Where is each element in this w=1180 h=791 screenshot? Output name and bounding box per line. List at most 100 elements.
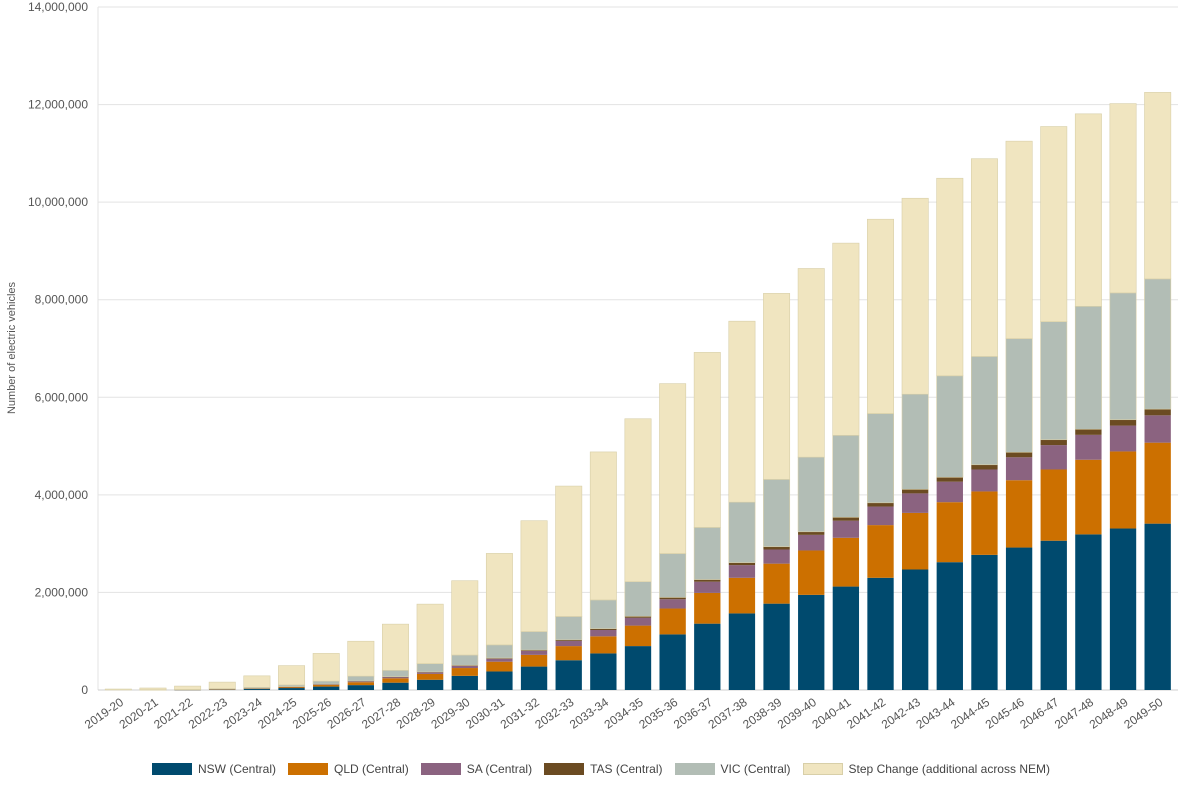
bar-segment bbox=[971, 464, 998, 470]
legend-label: SA (Central) bbox=[466, 762, 533, 776]
bar-segment bbox=[901, 512, 929, 570]
y-tick-label: 14,000,000 bbox=[28, 0, 88, 14]
bar-segment bbox=[1040, 445, 1067, 470]
bar-segment bbox=[901, 489, 929, 494]
bar-segment bbox=[451, 668, 478, 676]
y-axis-tick-labels: 0 2,000,000 4,000,000 6,000,000 8,000,000 10,… bbox=[28, 0, 88, 697]
bar-segment bbox=[659, 634, 686, 690]
bar-segment bbox=[1075, 429, 1102, 435]
bar-segment bbox=[1144, 409, 1171, 416]
bar-segment bbox=[1005, 140, 1033, 339]
bar-segment bbox=[832, 520, 860, 538]
bar-segment bbox=[728, 501, 756, 563]
bar-segment bbox=[832, 435, 860, 518]
bar-segment bbox=[832, 586, 860, 690]
y-axis-label: Number of electric vehicles bbox=[6, 281, 18, 414]
bar-segment bbox=[451, 665, 478, 669]
bar-segment bbox=[763, 549, 790, 564]
bar-segment bbox=[694, 592, 721, 624]
x-axis-tick-labels: 2019-202020-212021-222022-232023-242024-… bbox=[82, 695, 1166, 732]
bar-segment bbox=[624, 418, 652, 582]
bar-segment bbox=[971, 554, 998, 690]
bar-segment bbox=[347, 682, 375, 686]
bar-segment bbox=[797, 268, 825, 458]
bar-segment bbox=[347, 681, 375, 683]
bar-segment bbox=[208, 681, 236, 689]
legend-swatch bbox=[544, 763, 585, 775]
bar-segment bbox=[382, 682, 409, 690]
bar-segment bbox=[347, 685, 375, 690]
bar-segment bbox=[1005, 338, 1033, 453]
bar-segment bbox=[451, 675, 478, 690]
y-tick-label: 12,000,000 bbox=[28, 98, 88, 112]
bar-segment bbox=[278, 687, 305, 689]
bar-segment bbox=[624, 646, 652, 690]
bar-segment bbox=[901, 569, 929, 690]
y-tick-label: 2,000,000 bbox=[35, 585, 89, 599]
bar-segment bbox=[1144, 415, 1171, 443]
bar-segment bbox=[624, 617, 652, 626]
bar-segment bbox=[1144, 92, 1172, 280]
bar-segment bbox=[555, 616, 583, 641]
bar-segment bbox=[693, 527, 721, 580]
legend-item: TAS (Central) bbox=[544, 762, 663, 776]
bar-segment bbox=[555, 485, 583, 617]
bar-segment bbox=[1109, 103, 1137, 294]
bar-segment bbox=[694, 581, 721, 593]
bar-segment bbox=[382, 670, 409, 677]
bar-segment bbox=[798, 550, 825, 595]
bar-segment bbox=[312, 680, 340, 685]
bar-segment bbox=[970, 158, 998, 357]
bar-segment bbox=[1040, 540, 1067, 690]
bar-segment bbox=[728, 613, 756, 690]
bar-segment bbox=[1109, 419, 1137, 426]
bar-segment bbox=[798, 594, 825, 690]
bar-segment bbox=[659, 383, 687, 554]
y-tick-label: 8,000,000 bbox=[35, 293, 89, 307]
bar-segment bbox=[763, 293, 791, 480]
bar-segment bbox=[485, 644, 513, 659]
legend-label: TAS (Central) bbox=[590, 762, 663, 776]
bar-segment bbox=[936, 481, 963, 503]
bar-segment bbox=[1005, 452, 1033, 458]
bar-segment bbox=[313, 684, 340, 687]
legend-item: VIC (Central) bbox=[674, 762, 791, 776]
bar-segment bbox=[971, 469, 998, 492]
bar-segment bbox=[486, 658, 513, 659]
bar-segment bbox=[416, 603, 444, 664]
bar-segment bbox=[936, 177, 964, 377]
bar-segment bbox=[590, 636, 617, 654]
bar-segment bbox=[486, 658, 513, 662]
bar-segment bbox=[589, 599, 617, 630]
bar-segment bbox=[624, 581, 652, 617]
bar-segment bbox=[555, 640, 582, 647]
bar-segment bbox=[1144, 278, 1172, 410]
legend-label: NSW (Central) bbox=[198, 762, 277, 776]
bar-segment bbox=[728, 565, 756, 578]
bar-segment bbox=[867, 506, 894, 526]
bar-segment bbox=[1040, 469, 1067, 541]
legend-item: SA (Central) bbox=[420, 762, 533, 776]
bar-segment bbox=[798, 534, 825, 551]
bar-segment bbox=[936, 502, 963, 563]
legend-label: Step Change (additional across NEM) bbox=[848, 762, 1050, 776]
bar-segment bbox=[485, 553, 513, 646]
bar-segment bbox=[901, 197, 929, 395]
bar-segment bbox=[347, 675, 375, 682]
bar-segment bbox=[347, 640, 375, 677]
legend-swatch bbox=[420, 763, 461, 775]
bar-segment bbox=[763, 563, 790, 604]
bar-segment bbox=[1005, 480, 1033, 548]
legend: NSW (Central) QLD (Central) SA (Central) TA… bbox=[152, 762, 1062, 776]
bar-segment bbox=[416, 673, 444, 680]
bar-segment bbox=[832, 517, 860, 521]
bar-segment bbox=[486, 671, 513, 690]
bar-segment bbox=[1075, 434, 1102, 460]
bar-segment bbox=[174, 685, 202, 690]
bar-segment bbox=[867, 525, 894, 578]
bar-segment bbox=[936, 562, 963, 690]
bar-segment bbox=[590, 628, 617, 630]
legend-label: QLD (Central) bbox=[334, 762, 409, 776]
